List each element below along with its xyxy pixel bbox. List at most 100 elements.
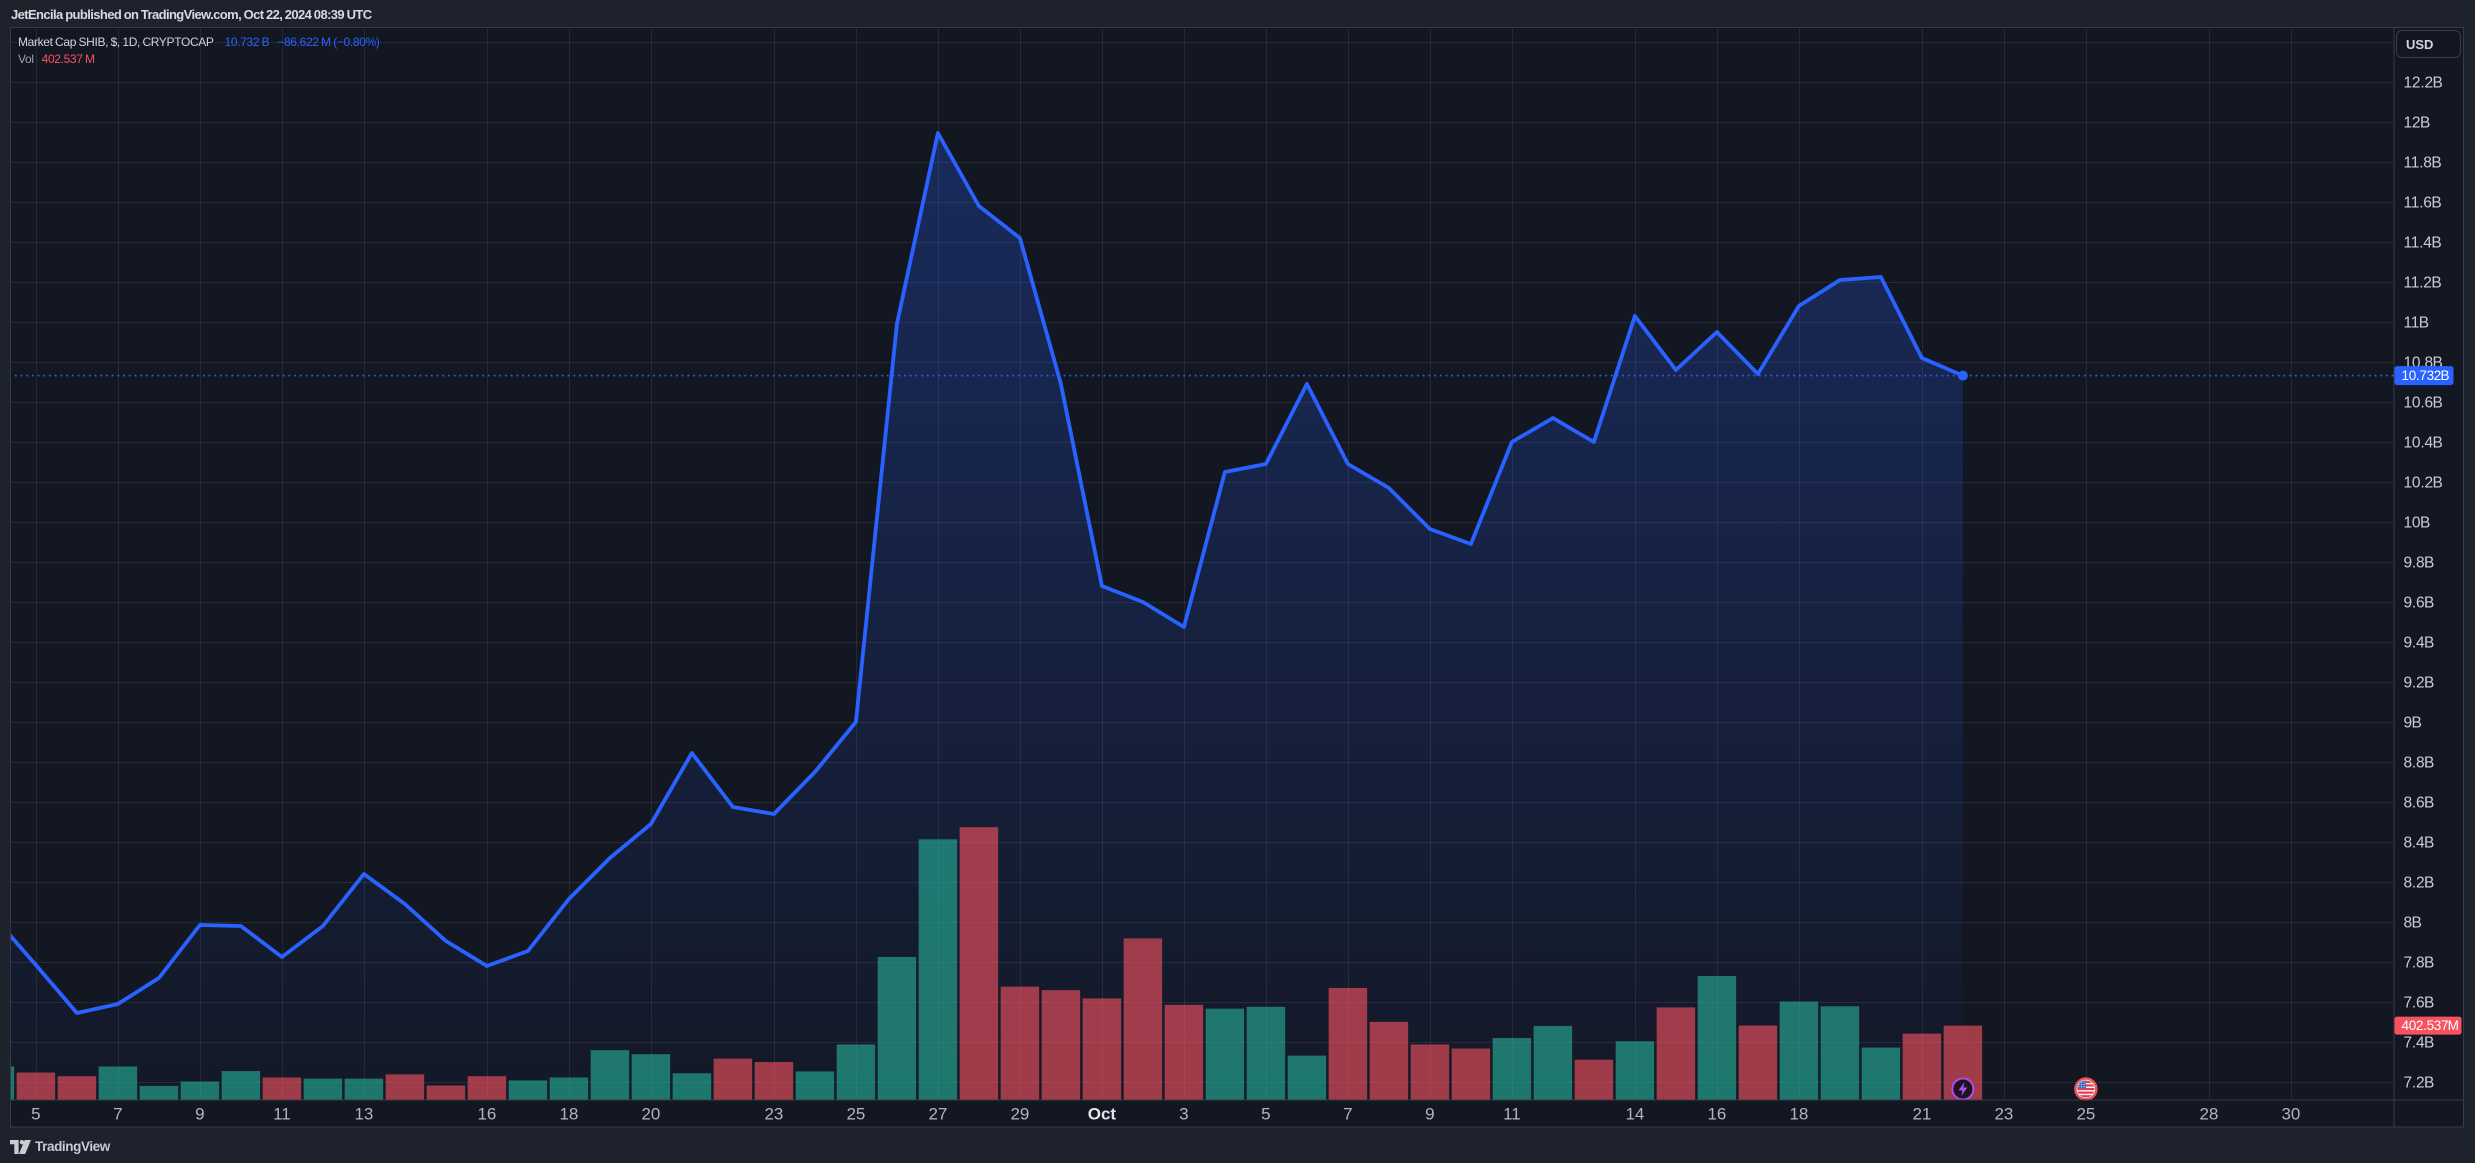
price-tick-label: 11.8 B <box>2404 155 2442 172</box>
volume-bar <box>1205 1008 1245 1100</box>
chart-borders <box>10 27 2464 1128</box>
us-flag-icon[interactable] <box>2074 1077 2098 1101</box>
price-tick-label: 8.8 B <box>2404 755 2435 772</box>
svg-text:402.537 M: 402.537 M <box>2402 1018 2459 1033</box>
price-series <box>10 131 2394 1100</box>
price-tick-label: 8.2 B <box>2404 875 2435 892</box>
volume-bar <box>1082 998 1122 1100</box>
volume-bar <box>1779 1001 1819 1100</box>
price-tick-label: 7.8 B <box>2404 955 2435 972</box>
time-tick-label: 7 <box>1343 1105 1352 1124</box>
last-price-dot <box>1957 370 1968 381</box>
price-tick-label: 8 B <box>2404 915 2422 932</box>
chart-legend: Market Cap SHIB, $, 1D, CRYPTOCAP 10.732 … <box>18 34 380 68</box>
last-price-axis-label: 10.732 B <box>2394 366 2454 386</box>
time-tick-label: 18 <box>559 1105 578 1124</box>
price-axis[interactable]: 12.2 B 12 B 11.8 B 11.6 B 11.4 B 11.2 B 11 B 10… <box>2404 75 2443 1092</box>
time-tick-label: 25 <box>2076 1105 2095 1124</box>
volume-bar <box>1369 1021 1409 1100</box>
time-tick-label: 23 <box>764 1105 783 1124</box>
volume-bar <box>385 1074 425 1100</box>
price-tick-label: 9.4 B <box>2404 635 2435 652</box>
volume-value: 402.537 M <box>41 52 95 66</box>
volume-label[interactable]: Vol <box>18 52 34 66</box>
price-tick-label: 10.2 B <box>2404 475 2443 492</box>
volume-bar <box>10 1066 15 1100</box>
volume-bar <box>1000 986 1040 1100</box>
volume-bar <box>877 956 917 1100</box>
volume-bar <box>180 1081 220 1100</box>
volume-bar <box>1574 1059 1614 1100</box>
price-tick-label: 7.2 B <box>2404 1075 2435 1092</box>
price-tick-label: 10 B <box>2404 515 2431 532</box>
volume-bar <box>1451 1048 1491 1100</box>
time-tick-label: 21 <box>1912 1105 1931 1124</box>
volume-bar <box>1041 990 1081 1100</box>
volume-bar <box>959 827 999 1100</box>
volume-bar <box>303 1078 343 1100</box>
time-tick-label: 9 <box>195 1105 204 1124</box>
lightning-icon[interactable] <box>1951 1077 1975 1101</box>
time-tick-label-month: Oct <box>1088 1105 1117 1124</box>
time-tick-label: 9 <box>1425 1105 1434 1124</box>
price-tick-label: 11.4 B <box>2404 235 2442 252</box>
volume-bar <box>508 1080 548 1100</box>
legend-main-row[interactable]: Market Cap SHIB, $, 1D, CRYPTOCAP 10.732 … <box>18 34 380 51</box>
volume-bar <box>672 1073 712 1100</box>
volume-bar <box>1738 1025 1778 1100</box>
symbol-title[interactable]: Market Cap SHIB, $, 1D, CRYPTOCAP <box>18 35 214 49</box>
time-axis[interactable]: 5 7 9 11 13 16 18 20 23 25 27 29 Oct 3 5 7 9 11 14 16 18 21 23… <box>31 1105 2300 1124</box>
volume-bar <box>467 1076 507 1100</box>
last-volume-axis-label: 402.537 M <box>2394 1016 2462 1035</box>
volume-bar <box>1492 1038 1532 1100</box>
volume-bar <box>344 1078 384 1100</box>
volume-bar <box>426 1085 466 1100</box>
price-tick-label: 9.6 B <box>2404 595 2435 612</box>
volume-bar <box>139 1085 179 1100</box>
volume-bar <box>262 1077 302 1100</box>
tradingview-attribution[interactable]: TradingView <box>10 1139 110 1154</box>
price-line <box>10 131 1965 1015</box>
volume-bar <box>221 1071 261 1100</box>
volume-bar <box>549 1077 589 1100</box>
volume-bar <box>590 1050 630 1100</box>
volume-bar <box>1287 1055 1327 1100</box>
volume-bar <box>918 839 958 1100</box>
currency-usd-button[interactable]: USD <box>2396 30 2461 58</box>
volume-bar <box>1697 976 1737 1100</box>
time-tick-label: 5 <box>31 1105 40 1124</box>
price-tick-label: 7.4 B <box>2404 1035 2435 1052</box>
time-tick-label: 30 <box>2281 1105 2300 1124</box>
volume-bar <box>1246 1006 1286 1100</box>
time-tick-label: 18 <box>1789 1105 1808 1124</box>
tradingview-brand: TradingView <box>35 1139 110 1154</box>
volume-bar <box>1410 1044 1450 1100</box>
svg-text:10.732 B: 10.732 B <box>2402 368 2450 383</box>
price-tick-label: 11.6 B <box>2404 195 2442 212</box>
time-tick-label: 25 <box>846 1105 865 1124</box>
volume-bar <box>754 1062 794 1100</box>
price-tick-label: 12 B <box>2404 115 2431 132</box>
price-tick-label: 9.8 B <box>2404 555 2435 572</box>
time-tick-label: 3 <box>1179 1105 1188 1124</box>
price-tick-label: 9.2 B <box>2404 675 2435 692</box>
volume-bar <box>1615 1041 1655 1100</box>
time-tick-label: 13 <box>354 1105 373 1124</box>
volume-bar <box>795 1071 835 1100</box>
legend-volume-row[interactable]: Vol 402.537 M <box>18 51 379 68</box>
legend-change: −86.622 M (−0.80%) <box>277 35 380 49</box>
price-tick-label: 11.2 B <box>2404 275 2442 292</box>
time-tick-label: 16 <box>1707 1105 1726 1124</box>
price-tick-label: 10.4 B <box>2404 435 2443 452</box>
price-tick-label: 8.6 B <box>2404 795 2435 812</box>
volume-bar <box>1328 987 1368 1100</box>
volume-bar <box>1533 1025 1573 1100</box>
price-tick-label: 9 B <box>2404 715 2422 732</box>
volume-bar <box>1164 1004 1204 1100</box>
price-tick-label: 10.6 B <box>2404 395 2443 412</box>
volume-bar <box>1123 938 1163 1100</box>
time-tick-label: 28 <box>2199 1105 2218 1124</box>
volume-bar <box>836 1044 876 1100</box>
volume-bar <box>98 1066 138 1100</box>
